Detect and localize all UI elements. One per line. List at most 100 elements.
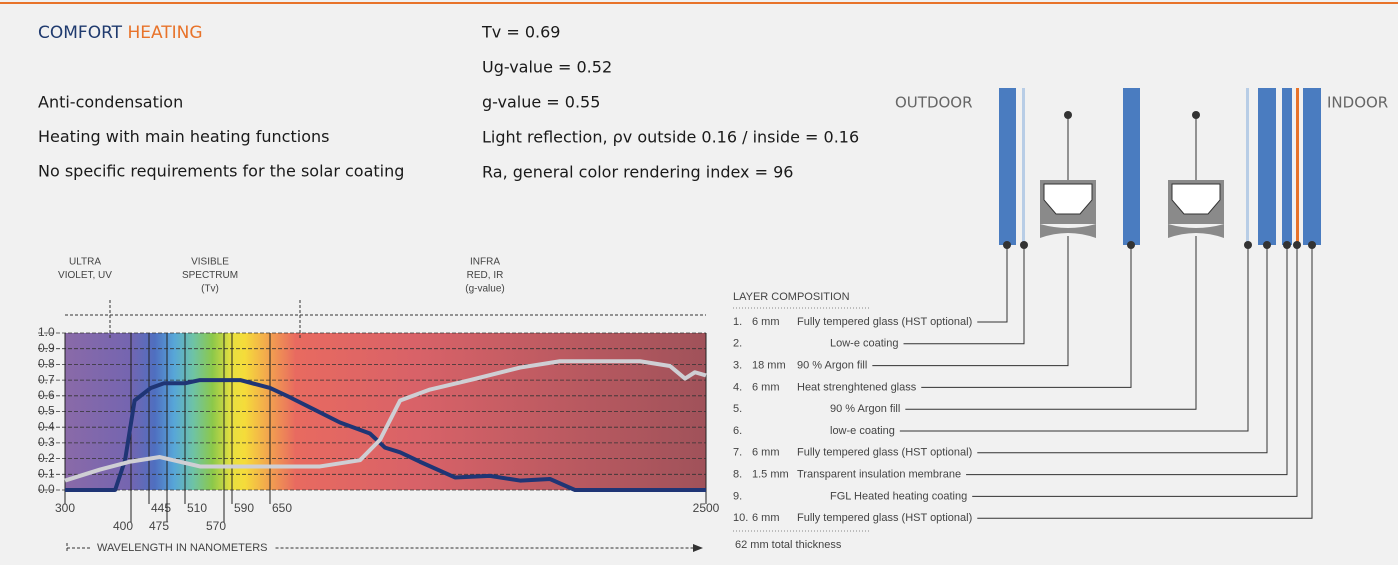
layer-number: 5. [733,403,742,415]
title-part: COMFORT [38,23,123,43]
property: Ra, general color rendering index = 96 [482,163,793,182]
axis-arrow-head [693,544,703,552]
leader [905,236,1197,410]
region-label: ULTRA [69,257,101,268]
region-label: (g-value) [465,284,504,295]
dot [1293,241,1301,249]
text-block: Anti-condensation Heating with main heati… [38,23,859,182]
x-tick-label: 570 [206,519,226,533]
layer-number: 9. [733,490,742,502]
layer-name: Heat strenghtened glass [797,381,917,393]
region-label: RED, IR [467,270,504,281]
y-tick-label: 1.0 [38,325,55,339]
spacer-hole [1171,183,1221,215]
glazing-diagram [999,88,1321,245]
layer-thickness: 6 mm [752,447,780,459]
leader [966,245,1288,476]
layer-name: Fully tempered glass (HST optional) [797,447,972,459]
coating [1022,88,1025,245]
feature: Anti-condensation [38,93,183,112]
region-label: INFRA [470,257,500,268]
layer-number: 6. [733,425,742,437]
dot [1283,241,1291,249]
title-part: HEATING [127,23,202,43]
y-tick-label: 0.8 [38,357,55,371]
curve [64,359,707,483]
leader [977,245,1268,454]
title: COMFORT HEATING [38,23,203,43]
feature: No specific requirements for the solar c… [38,162,404,181]
glass-pane [999,88,1016,245]
x-tick-label: 475 [149,519,169,533]
layer-name: FGL Heated heating coating [830,490,967,502]
dot [1308,241,1316,249]
layer-number: 10. [733,512,748,524]
layer-list: LAYER COMPOSITION 1. 6 mm Fully tempered gl… [733,236,1313,551]
layer-name: Low-e coating [830,338,899,350]
layer-name: low-e coating [830,425,895,437]
layer-number: 2. [733,338,742,350]
leader [977,245,1008,323]
layer-number: 7. [733,447,742,459]
glass-pane [1303,88,1321,245]
layer-thickness: 1.5 mm [752,469,789,481]
heated-coating [1296,88,1299,245]
y-tick-label: 0.2 [38,451,55,465]
leader [903,245,1025,345]
indoor-label: INDOOR [1327,94,1388,112]
layer-name: 90 % Argon fill [830,403,900,415]
y-tick-label: 0.7 [38,372,55,386]
dot [1020,241,1028,249]
layer-thickness: 18 mm [752,360,786,372]
x-axis-label: WAVELENGTH IN NANOMETERS [97,542,268,554]
y-tick-label: 0.4 [38,419,55,433]
leader [977,245,1313,519]
y-tick-label: 0.5 [38,404,55,418]
leader [899,245,1249,432]
x-tick-label: 300 [55,501,75,515]
glass-pane [1123,88,1140,245]
outdoor-label: OUTDOOR [895,94,973,112]
dot [1127,241,1135,249]
layer-number: 4. [733,381,742,393]
spacer-hole [1043,183,1093,215]
region-label: SPECTRUM [182,270,238,281]
membrane [1282,88,1292,245]
y-tick-label: 0.1 [38,466,55,480]
x-tick-label: 510 [187,501,207,515]
glass-pane [1258,88,1276,245]
total-thickness: 62 mm total thickness [735,539,842,551]
dot [1263,241,1271,249]
layer-name: 90 % Argon fill [797,360,867,372]
layer-heading: LAYER COMPOSITION [733,291,850,303]
property: Light reflection, ρv outside 0.16 / insi… [482,128,859,147]
coating [1246,88,1249,245]
dot [1064,111,1072,119]
layer-name: Fully tempered glass (HST optional) [797,512,972,524]
property: Tv = 0.69 [481,23,560,42]
axis-arrow-start [66,543,92,553]
dot [1003,241,1011,249]
region-label: VISIBLE [191,257,229,268]
layer-thickness: 6 mm [752,512,780,524]
layer-number: 8. [733,469,742,481]
region-label: VIOLET, UV [58,270,112,281]
y-tick-label: 0.0 [38,482,55,496]
layer-number: 1. [733,316,742,328]
spectrum-chart: 0.0 0.10.2 0.3 0.40.5 0.6 0.70.8 0.9 1.0 300 400 4… [38,257,720,554]
leader [872,236,1069,367]
y-tick-label: 0.3 [38,435,55,449]
x-tick-label: 2500 [693,501,720,515]
layer-thickness: 6 mm [752,381,780,393]
curve [65,378,706,492]
dot [1244,241,1252,249]
property: Ug-value = 0.52 [482,58,612,77]
dot [1192,111,1200,119]
layer-number: 3. [733,360,742,372]
feature: Heating with main heating functions [38,127,329,146]
layer-name: Transparent insulation membrane [797,469,961,481]
x-tick-label: 445 [151,501,171,515]
leader [921,245,1132,388]
layer-name: Fully tempered glass (HST optional) [797,316,972,328]
